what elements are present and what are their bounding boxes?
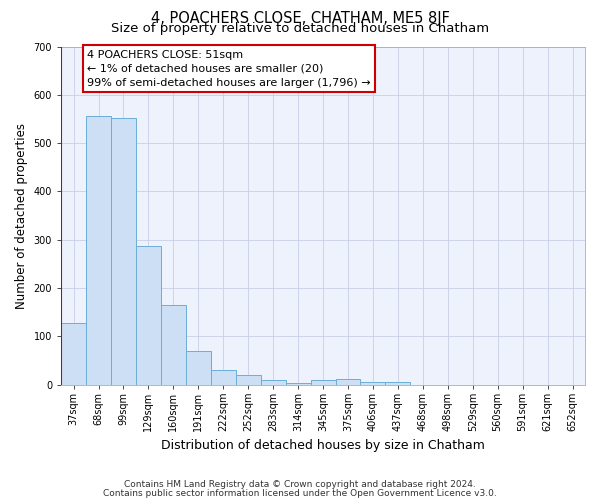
Text: Contains public sector information licensed under the Open Government Licence v3: Contains public sector information licen… [103,488,497,498]
Text: Contains HM Land Registry data © Crown copyright and database right 2024.: Contains HM Land Registry data © Crown c… [124,480,476,489]
Bar [260,380,286,384]
Bar [61,323,86,384]
Bar [385,382,410,384]
Bar [111,118,136,384]
Bar [335,380,361,384]
Bar [186,351,211,384]
Y-axis label: Number of detached properties: Number of detached properties [15,122,28,308]
Bar [161,305,186,384]
Bar [86,116,111,384]
Bar [136,246,161,384]
Text: 4, POACHERS CLOSE, CHATHAM, ME5 8JF: 4, POACHERS CLOSE, CHATHAM, ME5 8JF [151,11,449,26]
X-axis label: Distribution of detached houses by size in Chatham: Distribution of detached houses by size … [161,440,485,452]
Bar [361,382,385,384]
Text: Size of property relative to detached houses in Chatham: Size of property relative to detached ho… [111,22,489,35]
Bar [311,380,335,384]
Bar [286,383,311,384]
Text: 4 POACHERS CLOSE: 51sqm
← 1% of detached houses are smaller (20)
99% of semi-det: 4 POACHERS CLOSE: 51sqm ← 1% of detached… [87,50,371,88]
Bar [236,375,260,384]
Bar [211,370,236,384]
